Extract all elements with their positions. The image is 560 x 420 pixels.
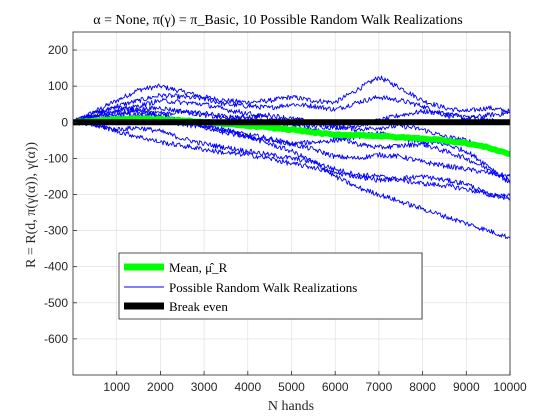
x-tick-label: 1000 — [103, 380, 130, 394]
legend-box — [118, 252, 423, 320]
series-line-random-walk — [73, 105, 511, 157]
y-tick-label: 200 — [48, 43, 68, 57]
y-tick-label: -300 — [44, 224, 68, 238]
x-tick-label: 10000 — [493, 380, 527, 394]
y-tick-label: -200 — [44, 187, 68, 201]
y-tick-label: 100 — [48, 79, 68, 93]
legend: Mean, μ̂_R Possible Random Walk Realizat… — [118, 252, 423, 320]
x-tick-label: 7000 — [366, 380, 393, 394]
x-axis-ticks: 1000 2000 3000 4000 5000 6000 7000 8000 9000 1000… — [103, 371, 527, 394]
x-tick-label: 4000 — [234, 380, 261, 394]
series-layer — [72, 75, 511, 239]
series-line-random-walk — [72, 92, 511, 124]
legend-label-walks: Possible Random Walk Realizations — [169, 280, 357, 295]
x-tick-label: 5000 — [278, 380, 305, 394]
y-tick-label: -500 — [44, 296, 68, 310]
x-tick-label: 9000 — [453, 380, 480, 394]
legend-label-mean: Mean, μ̂_R — [169, 260, 228, 275]
y-tick-label: 0 — [61, 115, 68, 129]
y-axis-ticks: 200 100 0 -100 -200 -300 -400 -500 -600 — [44, 43, 77, 346]
legend-label-breakeven: Break even — [169, 299, 228, 314]
series-line-random-walk — [72, 120, 511, 201]
chart-title: α = None, π(γ) = π_Basic, 10 Possible Ra… — [93, 13, 462, 28]
x-axis-label: N hands — [268, 399, 314, 414]
y-axis-label: R = R(d, π(γ(α)), γ(α)) — [24, 142, 39, 268]
x-tick-label: 8000 — [409, 380, 436, 394]
y-tick-label: -600 — [44, 332, 68, 346]
y-tick-label: -400 — [44, 260, 68, 274]
x-tick-label: 2000 — [147, 380, 174, 394]
series-line-mean — [72, 115, 511, 157]
series-line-random-walk — [72, 121, 511, 199]
x-tick-label: 3000 — [191, 380, 218, 394]
x-tick-label: 6000 — [322, 380, 349, 394]
y-tick-label: -100 — [44, 151, 68, 165]
series-line-random-walk — [72, 75, 511, 123]
